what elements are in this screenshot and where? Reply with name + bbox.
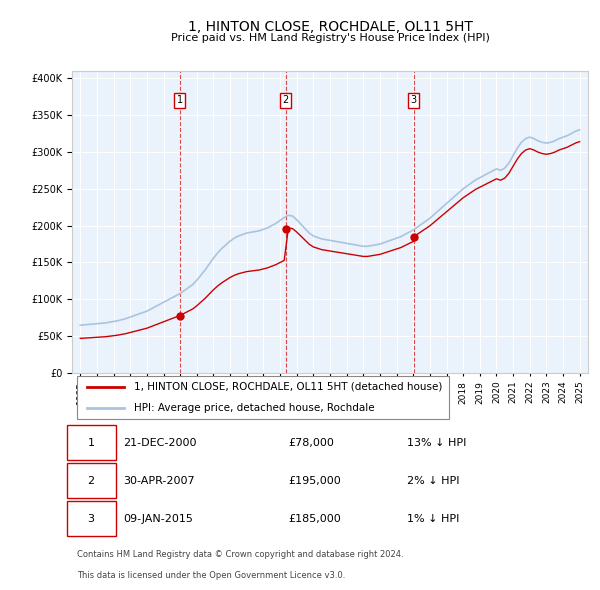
- Text: 2: 2: [283, 96, 289, 105]
- Text: Contains HM Land Registry data © Crown copyright and database right 2024.: Contains HM Land Registry data © Crown c…: [77, 550, 404, 559]
- Text: 1: 1: [176, 96, 183, 105]
- Text: Price paid vs. HM Land Registry's House Price Index (HPI): Price paid vs. HM Land Registry's House …: [170, 34, 490, 43]
- Text: 2% ↓ HPI: 2% ↓ HPI: [407, 476, 460, 486]
- Text: 2: 2: [88, 476, 95, 486]
- Text: 1% ↓ HPI: 1% ↓ HPI: [407, 514, 460, 524]
- FancyBboxPatch shape: [67, 502, 116, 536]
- Text: £78,000: £78,000: [289, 438, 335, 448]
- FancyBboxPatch shape: [67, 425, 116, 460]
- Text: 1: 1: [88, 438, 95, 448]
- FancyBboxPatch shape: [67, 463, 116, 497]
- Text: 1, HINTON CLOSE, ROCHDALE, OL11 5HT: 1, HINTON CLOSE, ROCHDALE, OL11 5HT: [188, 19, 472, 34]
- Text: 3: 3: [410, 96, 417, 105]
- Text: £195,000: £195,000: [289, 476, 341, 486]
- Text: 3: 3: [88, 514, 95, 524]
- Text: 30-APR-2007: 30-APR-2007: [124, 476, 195, 486]
- Text: 21-DEC-2000: 21-DEC-2000: [124, 438, 197, 448]
- Text: 09-JAN-2015: 09-JAN-2015: [124, 514, 193, 524]
- Text: This data is licensed under the Open Government Licence v3.0.: This data is licensed under the Open Gov…: [77, 571, 346, 579]
- Text: £185,000: £185,000: [289, 514, 341, 524]
- Text: HPI: Average price, detached house, Rochdale: HPI: Average price, detached house, Roch…: [134, 403, 374, 413]
- FancyBboxPatch shape: [77, 375, 449, 419]
- Text: 1, HINTON CLOSE, ROCHDALE, OL11 5HT (detached house): 1, HINTON CLOSE, ROCHDALE, OL11 5HT (det…: [134, 382, 442, 392]
- Text: 13% ↓ HPI: 13% ↓ HPI: [407, 438, 467, 448]
